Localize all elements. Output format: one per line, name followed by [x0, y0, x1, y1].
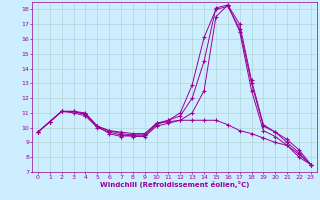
- X-axis label: Windchill (Refroidissement éolien,°C): Windchill (Refroidissement éolien,°C): [100, 181, 249, 188]
